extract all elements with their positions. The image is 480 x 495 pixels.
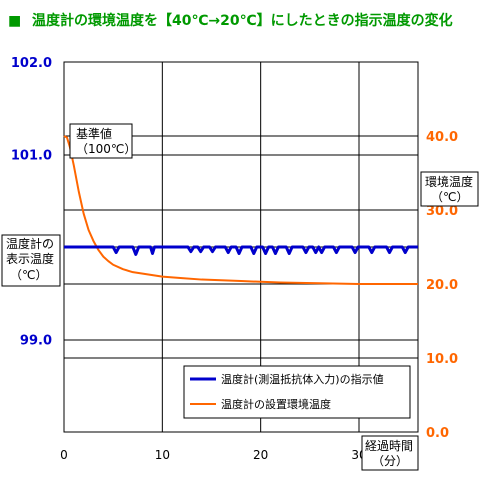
legend-label-2: 温度計の設置環境温度 [221,397,331,411]
series-line-indicated-value [64,245,418,256]
left-axis-tick-label: 99.0 [20,334,52,349]
left-axis-label-line-3: （℃） [10,268,47,282]
x-axis-label-line-2: （分） [372,454,408,468]
annotation-line-2: （100℃） [76,142,136,156]
right-axis-label: 環境温度 （℃） [420,171,479,207]
right-axis-label-line-1: 環境温度 [425,174,473,189]
right-axis-tick-label: 30.0 [426,204,458,219]
series-layer [63,135,418,285]
right-axis-tick-label: 20.0 [426,278,458,293]
legend-frame [183,365,411,419]
left-axis-label-line-1: 温度計の [6,236,54,251]
annotation-line-1: 基準値 [76,126,112,141]
right-axis-tick-label: 0.0 [426,426,449,441]
right-axis-tick-label: 10.0 [426,352,458,367]
chart-title-marker: ■ [8,13,21,29]
left-axis-tick-label: 101.0 [11,149,52,164]
series-line-ambient-temperature [63,135,418,285]
reference-value-annotation: 基準値 （100℃） [69,123,136,159]
chart-title: 温度計の環境温度を【40℃→20℃】にしたときの指示温度の変化 [32,12,453,29]
left-axis-label-line-2: 表示温度 [6,251,54,266]
x-axis-label-line-1: 経過時間 [365,439,413,453]
x-axis-tick-label: 10 [155,448,170,462]
left-axis-label: 温度計の 表示温度 （℃） [1,234,61,287]
right-axis-label-line-2: （℃） [431,190,468,204]
chart-legend: 温度計(測温抵抗体入力)の指示値 温度計の設置環境温度 [183,365,411,419]
x-axis-label: 経過時間 （分） [361,435,419,471]
x-axis-tick-labels: 0 10 20 30 [60,448,366,462]
legend-label-1: 温度計(測温抵抗体入力)の指示値 [221,372,384,386]
right-axis-tick-labels: 0.0 10.0 20.0 30.0 40.0 [426,130,458,441]
right-axis-tick-label: 40.0 [426,130,458,145]
x-axis-tick-label: 0 [60,448,68,462]
left-axis-tick-label: 102.0 [11,56,52,71]
x-axis-tick-label: 20 [253,448,268,462]
